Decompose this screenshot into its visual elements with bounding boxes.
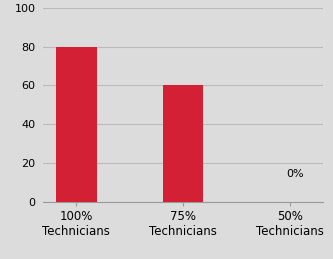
Bar (56, 47, 97, 202)
Bar (163, 85, 203, 202)
Text: 0%: 0% (286, 169, 304, 179)
